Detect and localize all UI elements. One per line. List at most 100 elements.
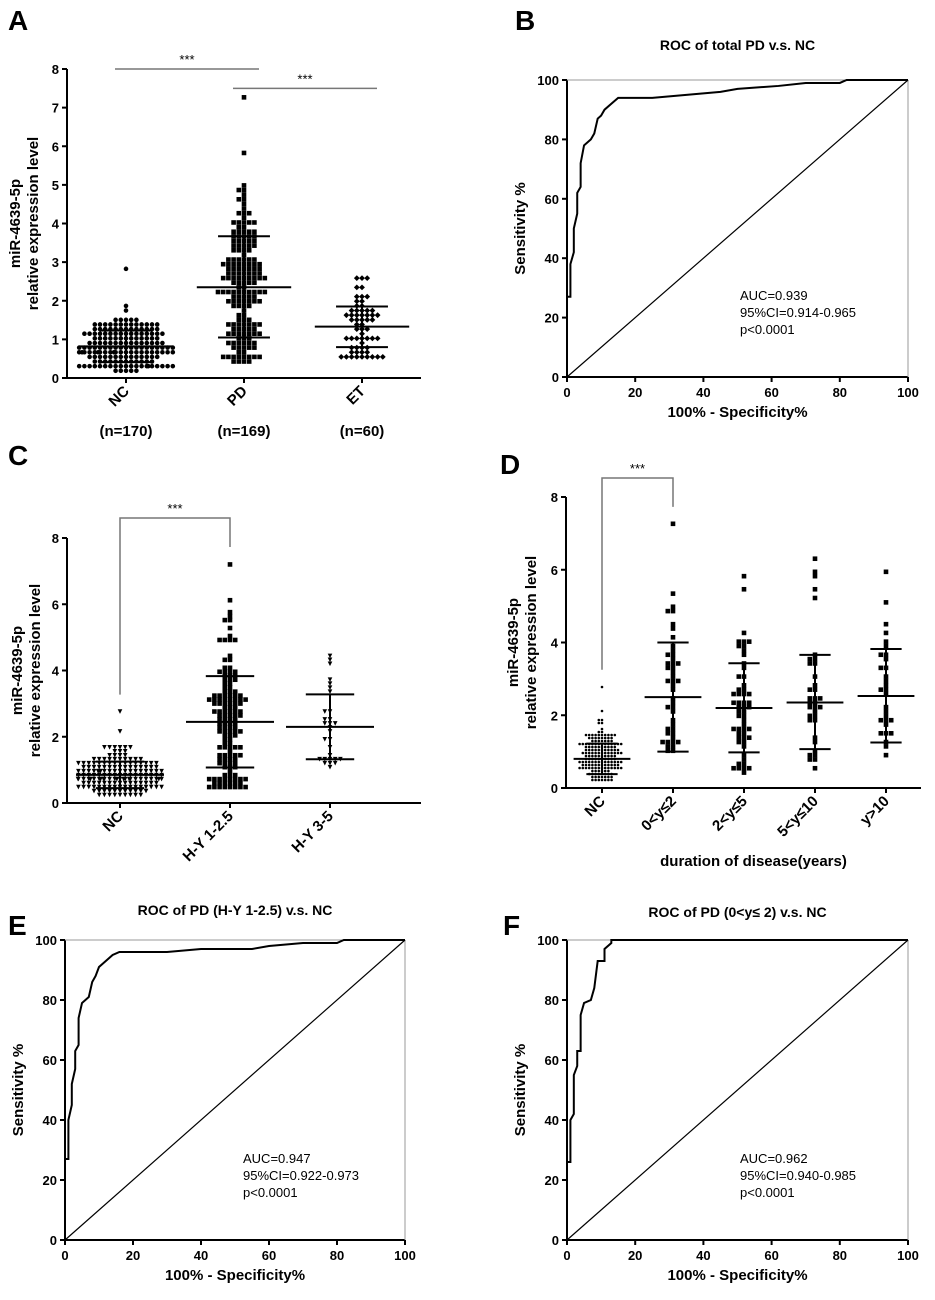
data-point bbox=[252, 331, 257, 337]
data-point bbox=[736, 713, 742, 719]
data-point bbox=[154, 768, 159, 774]
data-point bbox=[236, 326, 242, 332]
data-point bbox=[91, 768, 97, 774]
data-point bbox=[257, 266, 262, 272]
auc-annotation: AUC=0.962 bbox=[740, 1151, 808, 1166]
data-point bbox=[118, 349, 124, 355]
data-point bbox=[594, 745, 597, 749]
data-point bbox=[154, 780, 159, 786]
roc-curve bbox=[566, 79, 908, 377]
data-point bbox=[232, 729, 238, 734]
y-tick-label: 40 bbox=[545, 251, 559, 266]
data-point bbox=[607, 778, 610, 782]
data-point bbox=[322, 737, 328, 742]
data-point bbox=[108, 340, 113, 346]
data-point bbox=[154, 354, 160, 360]
data-point bbox=[87, 354, 92, 360]
data-point bbox=[227, 776, 233, 782]
data-point bbox=[144, 354, 150, 360]
data-point bbox=[227, 657, 233, 663]
data-point bbox=[736, 639, 742, 644]
data-point bbox=[374, 353, 381, 360]
x-tick-label: 80 bbox=[833, 385, 847, 400]
data-point bbox=[807, 704, 813, 710]
data-point bbox=[220, 261, 226, 267]
data-point bbox=[369, 335, 376, 342]
data-point bbox=[257, 271, 262, 276]
data-point bbox=[76, 768, 81, 774]
data-point bbox=[128, 792, 133, 798]
y-tick-label: 5 bbox=[52, 178, 59, 193]
data-point bbox=[170, 349, 176, 355]
data-point bbox=[665, 739, 671, 745]
data-point bbox=[670, 591, 676, 596]
data-point bbox=[252, 238, 257, 244]
data-point bbox=[88, 776, 93, 782]
data-point bbox=[238, 693, 243, 698]
data-point bbox=[246, 294, 252, 299]
data-point bbox=[236, 229, 242, 235]
data-point bbox=[222, 705, 228, 710]
data-point bbox=[243, 784, 248, 790]
data-point bbox=[364, 307, 371, 314]
data-point bbox=[812, 748, 818, 754]
data-point bbox=[159, 784, 164, 790]
data-point bbox=[591, 754, 594, 758]
data-point bbox=[883, 569, 889, 575]
data-point bbox=[252, 271, 257, 276]
data-point bbox=[139, 336, 144, 341]
data-point bbox=[226, 322, 231, 327]
data-point bbox=[353, 298, 360, 305]
data-point bbox=[154, 764, 159, 770]
data-point bbox=[75, 776, 81, 782]
panel-f: 0 20 40 60 80 100 0 20 40 60 80 100 ROC of PD (0<y≤ … bbox=[512, 904, 919, 1284]
data-point bbox=[236, 187, 242, 193]
x-tick-label: 60 bbox=[764, 1248, 778, 1263]
data-point bbox=[246, 345, 252, 350]
data-point bbox=[665, 661, 671, 666]
data-point bbox=[82, 363, 87, 369]
data-point bbox=[231, 257, 236, 262]
significance-label: *** bbox=[630, 461, 645, 476]
data-point bbox=[665, 704, 671, 710]
data-point bbox=[236, 322, 242, 327]
data-point bbox=[581, 763, 585, 767]
data-point bbox=[117, 709, 123, 714]
data-point bbox=[108, 322, 113, 327]
data-point bbox=[610, 739, 613, 743]
data-point bbox=[227, 665, 233, 671]
data-point bbox=[123, 303, 129, 309]
data-point bbox=[139, 349, 144, 355]
data-point bbox=[594, 748, 597, 752]
data-point bbox=[236, 210, 242, 216]
data-point bbox=[226, 289, 231, 295]
data-point bbox=[665, 744, 671, 749]
data-point bbox=[160, 331, 165, 337]
data-point bbox=[364, 335, 371, 342]
data-point bbox=[736, 761, 742, 767]
auc-annotation: 95%CI=0.922-0.973 bbox=[243, 1168, 359, 1183]
data-point bbox=[226, 275, 231, 281]
data-point bbox=[148, 768, 154, 774]
data-point bbox=[217, 721, 222, 726]
data-point bbox=[236, 275, 242, 281]
y-axis-label: relative expression level bbox=[27, 584, 44, 757]
data-point bbox=[660, 739, 665, 745]
data-point bbox=[128, 784, 133, 790]
data-point bbox=[134, 363, 139, 369]
data-point bbox=[97, 331, 103, 337]
data-point bbox=[97, 340, 103, 346]
data-point bbox=[241, 95, 247, 100]
data-point bbox=[348, 312, 355, 319]
data-point bbox=[222, 772, 228, 778]
data-point bbox=[217, 784, 222, 790]
data-point bbox=[246, 266, 252, 272]
data-point bbox=[154, 340, 160, 346]
data-point bbox=[128, 764, 133, 770]
data-point bbox=[807, 661, 813, 666]
data-point bbox=[665, 678, 671, 684]
y-axis-label: Sensitivity % bbox=[512, 1044, 529, 1137]
data-point bbox=[231, 340, 236, 346]
y-tick-label: 100 bbox=[537, 933, 559, 948]
data-point bbox=[81, 760, 86, 766]
